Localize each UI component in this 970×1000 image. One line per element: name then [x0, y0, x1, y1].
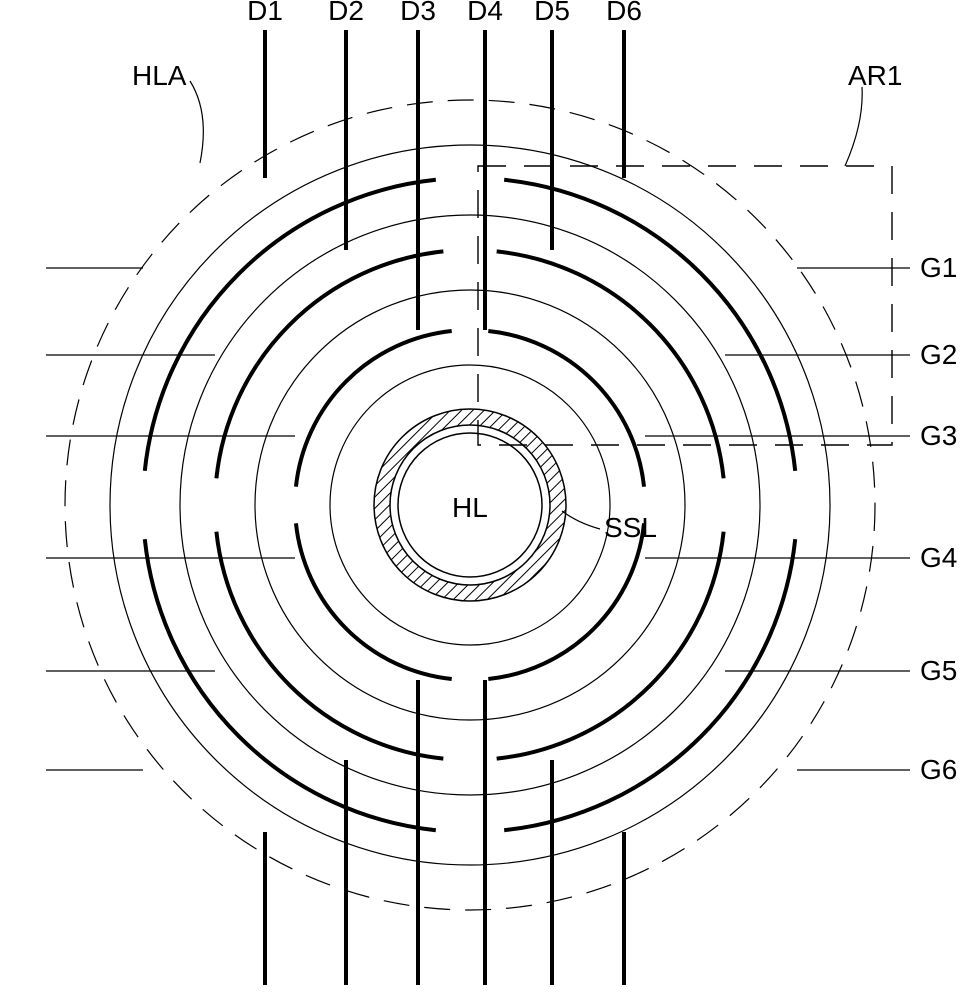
- ssl-label: SSL: [604, 512, 657, 543]
- d-label-6: D6: [606, 0, 642, 26]
- g-label-2: G2: [920, 339, 957, 370]
- d-label-3: D3: [400, 0, 436, 26]
- ssl-leader: [562, 511, 600, 529]
- g-label-3: G3: [920, 420, 957, 451]
- g-label-6: G6: [920, 754, 957, 785]
- g-label-5: G5: [920, 655, 957, 686]
- d-label-1: D1: [247, 0, 283, 26]
- g-label-4: G4: [920, 542, 957, 573]
- hl-label: HL: [452, 492, 488, 523]
- d-label-2: D2: [328, 0, 364, 26]
- ar1-leader: [845, 87, 862, 166]
- ar1-label: AR1: [848, 60, 902, 91]
- diagram-canvas: D1 D2 D3 D4 D5 D6 G1 G2 G3 G4 G5 G6 HL SSL HLA AR1: [0, 0, 970, 1000]
- hla-label: HLA: [132, 60, 187, 91]
- d-label-5: D5: [534, 0, 570, 26]
- ar1-box: [478, 166, 892, 445]
- hla-leader: [190, 81, 203, 163]
- d-label-4: D4: [467, 0, 503, 26]
- g-label-1: G1: [920, 252, 957, 283]
